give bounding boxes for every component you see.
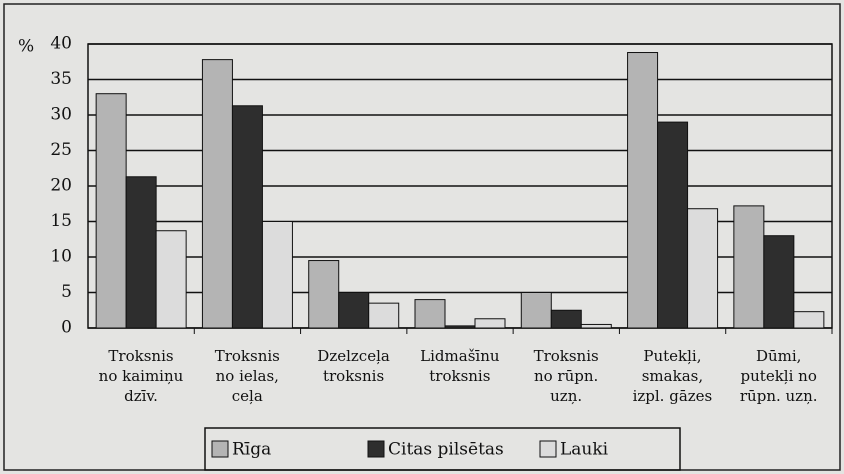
bar xyxy=(414,299,446,329)
bar xyxy=(520,292,552,329)
x-tick-label: Dūmi, putekļi no rūpn. uzņ. xyxy=(739,347,818,405)
bar xyxy=(368,302,400,329)
y-tick-label: 40 xyxy=(50,34,72,54)
bar xyxy=(125,176,157,329)
bar xyxy=(338,292,370,329)
x-tick-label: Dzelzceļa troksnis xyxy=(317,347,390,385)
bar xyxy=(793,311,825,329)
y-axis-label: % xyxy=(18,37,34,57)
bar xyxy=(550,309,582,329)
legend-swatch xyxy=(539,440,557,458)
bar xyxy=(733,205,765,329)
bar xyxy=(155,230,187,329)
legend-swatch xyxy=(367,440,385,458)
bar xyxy=(627,52,659,329)
legend-label: Rīga xyxy=(232,440,271,460)
bar xyxy=(95,93,127,329)
bar xyxy=(580,323,612,329)
legend-label: Lauki xyxy=(560,440,609,460)
bar xyxy=(687,208,719,329)
y-tick-label: 0 xyxy=(61,318,72,338)
legend-label: Citas pilsētas xyxy=(388,440,504,460)
x-tick-label: Putekļi, smakas, izpl. gāzes xyxy=(632,347,713,405)
bar xyxy=(474,318,506,329)
y-tick-label: 15 xyxy=(50,211,72,231)
bar xyxy=(201,59,233,329)
bar xyxy=(444,325,476,329)
bar xyxy=(763,235,795,329)
bar xyxy=(657,121,689,329)
x-tick-label: Troksnis no kaimiņu dzīv. xyxy=(98,347,184,405)
y-tick-label: 5 xyxy=(61,282,72,302)
y-tick-label: 20 xyxy=(50,176,72,196)
bar xyxy=(308,260,340,329)
legend-box xyxy=(204,427,681,471)
legend-swatch xyxy=(211,440,229,458)
x-tick-label: Troksnis no ielas, ceļa xyxy=(214,347,280,405)
bar xyxy=(261,221,293,329)
y-tick-label: 25 xyxy=(50,140,72,160)
x-tick-label: Troksnis no rūpn. uzņ. xyxy=(533,347,599,405)
y-tick-label: 35 xyxy=(50,69,72,89)
x-tick-label: Lidmašīnu troksnis xyxy=(420,347,500,385)
bar xyxy=(231,105,263,329)
y-tick-label: 10 xyxy=(50,247,72,267)
y-tick-label: 30 xyxy=(50,105,72,125)
